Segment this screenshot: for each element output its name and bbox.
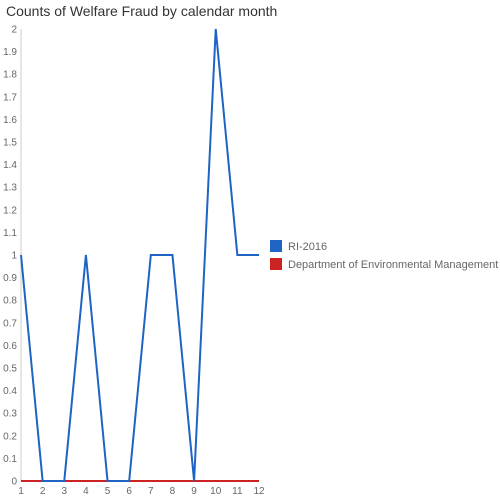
chart-legend: RI-2016 Department of Environmental Manag… (270, 240, 498, 271)
x-tick-label: 3 (61, 486, 67, 497)
x-tick-label: 7 (148, 486, 154, 497)
x-tick-label: 4 (83, 486, 89, 497)
y-tick-label: 0.6 (3, 341, 17, 352)
legend-label: RI-2016 (288, 241, 327, 253)
x-tick-label: 6 (126, 486, 132, 497)
x-tick-label: 8 (170, 486, 176, 497)
y-tick-label: 0.4 (3, 386, 17, 397)
y-tick-label: 0.2 (3, 431, 17, 442)
legend-swatch (270, 258, 282, 270)
series-line (21, 29, 259, 481)
y-tick-label: 1.1 (3, 228, 17, 239)
x-tick-label: 5 (105, 486, 111, 497)
x-tick-label: 1 (18, 486, 24, 497)
legend-label: Department of Environmental Management (288, 259, 498, 271)
y-tick-label: 1 (11, 251, 17, 262)
y-tick-label: 0.7 (3, 318, 17, 329)
y-tick-label: 0 (11, 477, 17, 488)
y-tick-label: 0.8 (3, 296, 17, 307)
x-tick-label: 12 (253, 486, 265, 497)
y-tick-label: 0.5 (3, 364, 17, 375)
y-tick-label: 1.9 (3, 47, 17, 58)
y-tick-label: 1.7 (3, 92, 17, 103)
x-tick-label: 11 (232, 486, 243, 497)
y-tick-label: 0.1 (3, 454, 17, 465)
y-tick-label: 0.9 (3, 273, 17, 284)
y-tick-label: 1.6 (3, 115, 17, 126)
chart-series (21, 29, 259, 481)
chart-title: Counts of Welfare Fraud by calendar mont… (6, 3, 277, 19)
y-tick-label: 1.4 (3, 160, 17, 171)
y-tick-label: 0.3 (3, 409, 17, 420)
legend-swatch (270, 240, 282, 252)
x-tick-label: 10 (210, 486, 222, 497)
y-tick-label: 1.2 (3, 205, 17, 216)
y-tick-label: 1.5 (3, 138, 17, 149)
y-tick-label: 2 (11, 25, 17, 36)
y-tick-label: 1.8 (3, 70, 17, 81)
x-tick-label: 9 (191, 486, 197, 497)
y-tick-label: 1.3 (3, 183, 17, 194)
x-tick-label: 2 (40, 486, 46, 497)
